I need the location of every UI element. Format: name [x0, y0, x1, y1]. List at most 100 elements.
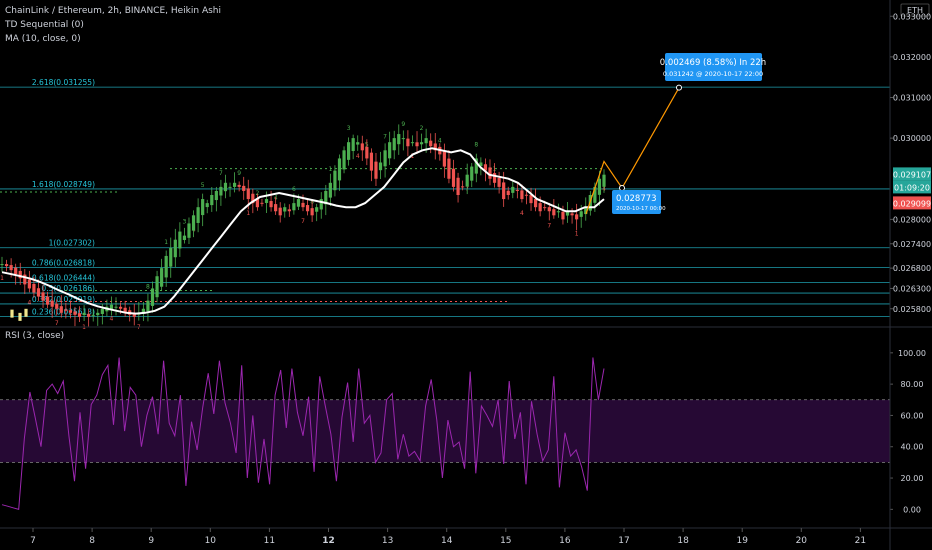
candle-body: [24, 308, 28, 317]
candle-body: [210, 195, 214, 206]
currency-badge: [900, 3, 930, 17]
td-count-digit: 2: [420, 125, 424, 132]
candle-body: [141, 308, 145, 314]
indicator-rsi[interactable]: RSI (3, close): [5, 331, 65, 341]
candle-body: [315, 207, 319, 212]
candle-body: [356, 142, 360, 145]
candle-body: [470, 166, 474, 181]
candle-body: [524, 194, 529, 196]
candle-body: [283, 207, 287, 212]
td-count-digit: 8: [146, 284, 150, 291]
y-tick-label: 0.031000: [893, 94, 931, 103]
candle-body: [32, 283, 36, 293]
candle-body: [160, 268, 164, 287]
candle-body: [223, 182, 228, 192]
fib-level-label: 0.618(0.026444): [32, 274, 95, 283]
candle-body: [538, 203, 542, 212]
candle-body: [556, 211, 560, 213]
countdown-label: 01:09:20: [894, 183, 930, 192]
y-tick-label: 0.025800: [893, 305, 931, 314]
y-tick-label: 0.033000: [893, 12, 931, 21]
candle-body: [347, 142, 351, 160]
rsi-tick-label: 40.00: [901, 443, 924, 452]
candle-body: [351, 138, 355, 152]
indicator-moving-average[interactable]: MA (10, close, 0): [5, 34, 81, 44]
candle-body: [365, 146, 369, 159]
td-count-digit: 3: [347, 125, 351, 132]
td-count-digit: 9: [401, 121, 405, 128]
td-count-digit: 6: [292, 186, 296, 193]
x-tick-label: 13: [382, 536, 393, 546]
candle-body: [415, 142, 419, 147]
candle-body: [424, 138, 428, 144]
td-count-digit: 4: [520, 210, 524, 217]
fib-level-label: 0.5(0.026186): [41, 284, 95, 293]
candle-body: [479, 162, 483, 167]
candle-body: [0, 264, 4, 266]
candle-body: [232, 182, 237, 187]
x-tick-label: 11: [264, 536, 275, 546]
target-change-label: 0.002469 (8.58%) In 22h: [660, 58, 766, 68]
pivot-date-label: 2020-10-17 00:00: [616, 206, 666, 212]
candle-body: [73, 311, 77, 315]
rsi-group: 100.00 80.00 60.00 40.00 20.00 0.00: [0, 349, 926, 514]
candle-body: [178, 231, 182, 249]
candle-body: [593, 186, 597, 203]
candle-body: [146, 300, 150, 312]
x-tick-label: 17: [618, 536, 629, 546]
candle-body: [87, 313, 91, 317]
rsi-tick-label: 80.00: [901, 380, 924, 389]
candle-body: [191, 215, 196, 231]
x-tick-label: 14: [441, 536, 453, 546]
candle-body: [584, 207, 588, 215]
candle-body: [237, 184, 241, 187]
candle-body: [579, 211, 583, 217]
candle-body: [497, 177, 501, 187]
rsi-tick-label: 100.00: [898, 349, 926, 358]
candle-body: [561, 211, 565, 220]
chart-title[interactable]: ChainLink / Ethereum, 2h, BINANCE, Heiki…: [5, 6, 222, 16]
candle-body: [118, 306, 123, 309]
candle-body: [196, 207, 200, 223]
td-count-digit: 1: [164, 239, 168, 246]
candle-body: [397, 134, 401, 145]
candle-body: [369, 152, 374, 171]
candle-body: [68, 310, 73, 313]
td-count-digit: 7: [301, 218, 305, 225]
candle-body: [410, 142, 415, 144]
td-count-digit: 1: [0, 275, 4, 282]
indicator-td-sequential[interactable]: TD Sequential (0): [5, 20, 84, 30]
projection-group: 0.002469 (8.58%) In 22h 0.031242 @ 2020-1…: [585, 53, 766, 215]
projection-path: [585, 87, 680, 215]
candle-body: [419, 142, 424, 145]
candle-body: [169, 247, 173, 267]
x-tick-label: 7: [30, 536, 36, 546]
candle-body: [82, 312, 86, 316]
candle-body: [337, 158, 342, 181]
candle-body: [91, 314, 95, 316]
candle-body: [155, 276, 159, 298]
target-callout: [665, 53, 762, 81]
candle-body: [150, 288, 155, 306]
y-tick-label: 0.026800: [893, 264, 931, 273]
candle-body: [360, 143, 364, 151]
candle-body: [123, 307, 127, 313]
candle-body: [46, 296, 50, 305]
candle-body: [511, 186, 515, 193]
td-count-digit: 9: [237, 170, 241, 177]
x-tick-label: 19: [736, 536, 748, 546]
x-tick-label: 18: [677, 536, 689, 546]
candle-body: [201, 199, 205, 216]
candle-body: [264, 199, 269, 203]
candle-body: [401, 138, 405, 140]
fib-retracement-group: 2.618(0.031255) 1.618(0.028749) 1(0.027302…: [0, 78, 890, 317]
target-detail-label: 0.031242 @ 2020-10-17 22:00: [663, 70, 763, 78]
candle-body: [465, 174, 469, 187]
fib-level-label: 2.618(0.031255): [32, 78, 95, 87]
fib-level-label: 1.618(0.028749): [32, 180, 95, 189]
candle-body: [187, 223, 191, 238]
td-count-digit: 3: [183, 219, 187, 226]
candle-body: [278, 207, 282, 216]
